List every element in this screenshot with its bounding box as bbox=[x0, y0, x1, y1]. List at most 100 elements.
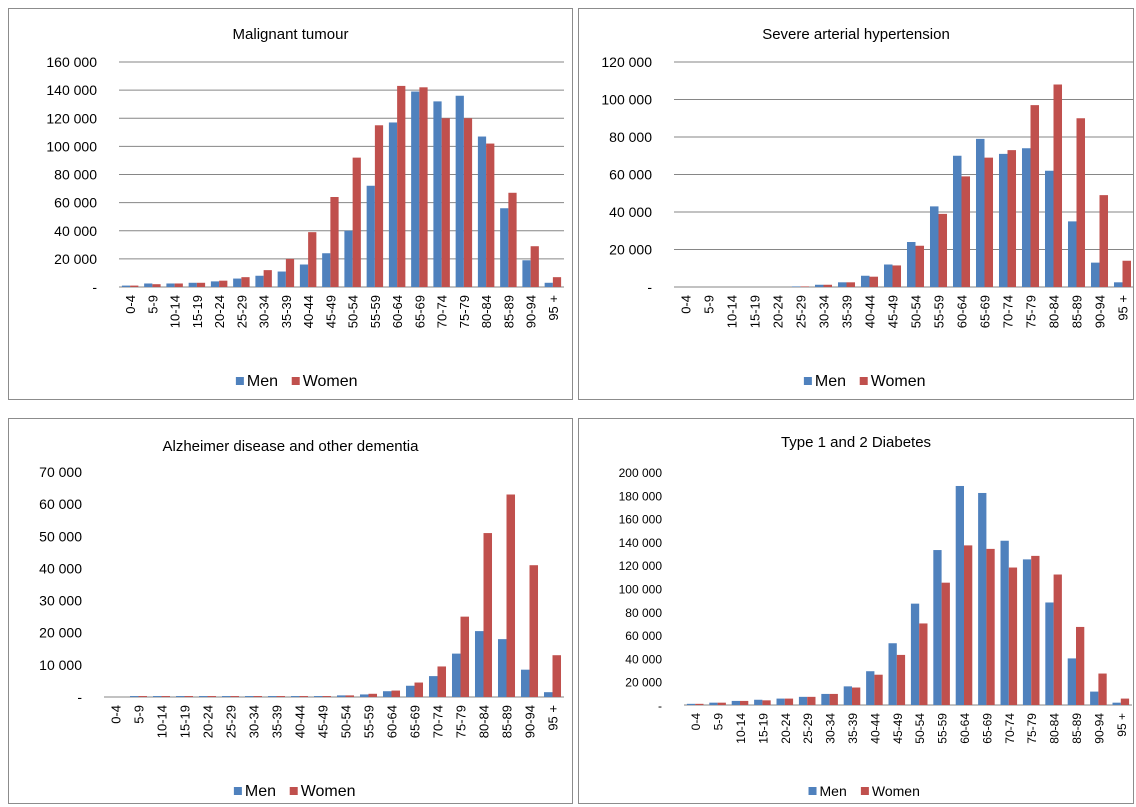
x-tick-label: 70-74 bbox=[431, 705, 446, 738]
bar-women-60-64 bbox=[397, 85, 406, 287]
x-tick-label: 60-64 bbox=[390, 295, 405, 328]
bar-women-80-84 bbox=[1053, 84, 1063, 287]
x-tick-label: 90-94 bbox=[1093, 295, 1108, 328]
bar-men-5-9 bbox=[144, 283, 153, 287]
y-tick-label: - bbox=[92, 279, 97, 295]
bar-men-10-14 bbox=[731, 700, 740, 705]
bar-men-85-89 bbox=[1067, 221, 1077, 288]
bar-women-30-34 bbox=[823, 284, 833, 287]
y-tick-label: 100 000 bbox=[619, 583, 663, 597]
x-tick-label: 80-84 bbox=[479, 295, 494, 328]
y-tick-label: 60 000 bbox=[54, 195, 97, 211]
bar-men-25-29 bbox=[221, 696, 231, 697]
bar-men-75-79 bbox=[1022, 559, 1032, 706]
y-tick-label: 20 000 bbox=[625, 676, 662, 690]
bar-women-40-44 bbox=[299, 696, 309, 697]
y-tick-label: 120 000 bbox=[619, 559, 663, 573]
bar-men-60-64 bbox=[952, 155, 962, 287]
bar-women-45-49 bbox=[322, 696, 332, 697]
bar-men-15-19 bbox=[754, 699, 763, 705]
bar-women-20-24 bbox=[784, 698, 794, 705]
bar-men-90-94 bbox=[520, 669, 530, 697]
bar-women-70-74 bbox=[1007, 150, 1017, 288]
legend-swatch-women bbox=[291, 377, 300, 385]
legend-swatch-men bbox=[808, 787, 817, 795]
bar-women-50-54 bbox=[915, 245, 925, 287]
y-tick-label: 100 000 bbox=[601, 92, 652, 108]
bar-women-90-94 bbox=[529, 565, 539, 697]
y-tick-label: 40 000 bbox=[609, 204, 652, 220]
y-tick-label: 160 000 bbox=[619, 513, 663, 527]
legend: Men Women bbox=[233, 783, 356, 800]
x-tick-label: 75-79 bbox=[1025, 713, 1039, 744]
bar-women-50-54 bbox=[919, 623, 928, 705]
x-tick-label: 70-74 bbox=[1003, 713, 1017, 744]
bar-men-40-44 bbox=[866, 671, 875, 705]
bar-men-45-49 bbox=[322, 253, 331, 287]
bar-women-35-39 bbox=[846, 282, 856, 287]
bar-men-0-4 bbox=[121, 285, 131, 287]
legend-swatch-women bbox=[860, 787, 869, 795]
y-tick-label: 20 000 bbox=[609, 242, 652, 258]
bar-women-80-84 bbox=[486, 143, 495, 287]
x-tick-label: 55-59 bbox=[932, 295, 947, 328]
x-tick-label: 50-54 bbox=[913, 713, 927, 744]
bar-women-75-79 bbox=[460, 616, 470, 697]
x-tick-label: 25-29 bbox=[801, 713, 815, 744]
x-tick-label: 40-44 bbox=[868, 713, 882, 744]
x-tick-label: 55-59 bbox=[936, 713, 950, 744]
bar-women-20-24 bbox=[207, 696, 217, 697]
bar-women-10-14 bbox=[740, 700, 749, 705]
x-tick-label: 95 + bbox=[546, 295, 561, 321]
chart-svg: Type 1 and 2 Diabetes - 20 000 40 000 60 000… bbox=[619, 434, 1132, 799]
x-tick-label: 75-79 bbox=[457, 295, 472, 328]
bar-men-85-89 bbox=[500, 208, 509, 287]
legend-label-men: Men bbox=[820, 783, 847, 799]
x-tick-label: 90-94 bbox=[523, 705, 538, 738]
y-tick-label: 60 000 bbox=[625, 629, 662, 643]
x-tick-label: 10-14 bbox=[155, 705, 170, 738]
chart-panel-diabetes: Type 1 and 2 Diabetes - 20 000 40 000 60 000… bbox=[578, 418, 1134, 804]
legend: Men Women bbox=[808, 783, 920, 799]
bar-women-35-39 bbox=[276, 696, 286, 697]
bar-men-40-44 bbox=[290, 696, 300, 697]
bar-men-35-39 bbox=[267, 696, 277, 697]
bar-women-70-74 bbox=[1008, 567, 1018, 705]
bar-women-55-59 bbox=[941, 582, 950, 705]
bar-women-90-94 bbox=[1098, 673, 1107, 705]
bar-men-95 bbox=[1112, 702, 1121, 705]
x-tick-label: 30-34 bbox=[257, 295, 272, 328]
bar-women-75-79 bbox=[1030, 105, 1040, 288]
y-tick-label: 80 000 bbox=[54, 167, 97, 183]
x-tick-label: 85-89 bbox=[501, 295, 516, 328]
y-tick-label: 80 000 bbox=[609, 129, 652, 145]
bar-men-65-69 bbox=[411, 91, 420, 287]
bar-women-90-94 bbox=[1099, 195, 1109, 288]
bar-men-65-69 bbox=[975, 138, 985, 288]
bar-women-30-34 bbox=[829, 693, 838, 705]
bar-women-10-14 bbox=[174, 283, 183, 287]
x-tick-label: 0-4 bbox=[109, 705, 124, 724]
bar-men-5-9 bbox=[709, 702, 718, 705]
bar-women-30-34 bbox=[263, 270, 272, 288]
bar-women-95 bbox=[552, 277, 562, 287]
bar-men-55-59 bbox=[933, 550, 942, 705]
bar-women-85-89 bbox=[506, 494, 516, 697]
bar-women-85-89 bbox=[1076, 626, 1085, 705]
bar-women-15-19 bbox=[196, 282, 206, 287]
bar-women-55-59 bbox=[374, 125, 384, 287]
bar-women-80-84 bbox=[1053, 574, 1062, 705]
legend-label-women: Women bbox=[871, 373, 926, 390]
x-tick-label: 70-74 bbox=[1001, 295, 1016, 328]
bar-men-80-84 bbox=[477, 136, 487, 287]
legend-swatch-women bbox=[289, 787, 298, 795]
bar-women-95 bbox=[1120, 698, 1130, 705]
chart-title: Type 1 and 2 Diabetes bbox=[781, 434, 931, 451]
y-tick-label: 200 000 bbox=[619, 466, 663, 480]
y-tick-label: 60 000 bbox=[609, 167, 652, 183]
chart-title: Alzheimer disease and other dementia bbox=[163, 438, 420, 455]
x-tick-label: 85-89 bbox=[1070, 295, 1085, 328]
y-tick-label: 160 000 bbox=[46, 54, 97, 70]
bar-men-80-84 bbox=[1045, 602, 1054, 705]
bar-women-55-59 bbox=[368, 693, 378, 697]
